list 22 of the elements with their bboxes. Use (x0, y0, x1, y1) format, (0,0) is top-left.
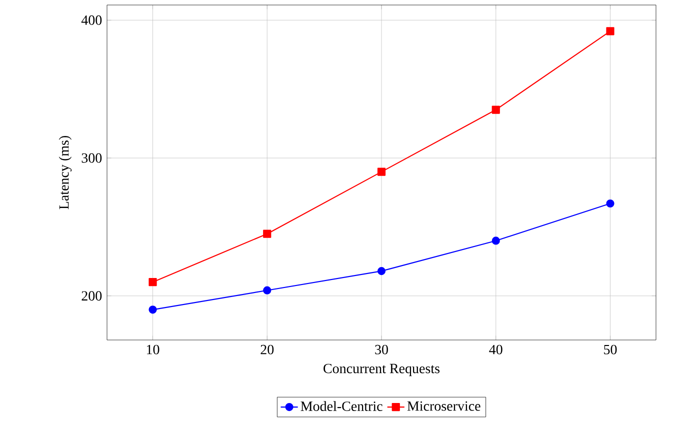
point (377, 267, 386, 276)
x-tick-label: 10 (146, 344, 160, 354)
point (263, 286, 272, 294)
x-tick-label: 40 (489, 344, 502, 354)
y-tick-label: 400 (81, 15, 102, 25)
y-axis-title: Latency (ms) (58, 136, 72, 210)
x-axis-title: Concurrent Requests (324, 364, 440, 376)
point (492, 106, 500, 114)
point (377, 168, 386, 176)
legend-label: Microservice (407, 401, 480, 411)
point (263, 230, 272, 238)
point (606, 27, 614, 36)
y-tick-label: 300 (82, 153, 102, 163)
y-tick-label: 200 (82, 291, 102, 301)
x-tick-label: 20 (260, 344, 274, 354)
point (148, 278, 157, 286)
legend-label: Model-Centric (300, 401, 382, 411)
point (606, 199, 614, 208)
x-tick-label: 30 (375, 344, 388, 354)
point (492, 236, 500, 245)
point (148, 306, 157, 314)
x-tick-label: 50 (604, 344, 617, 354)
